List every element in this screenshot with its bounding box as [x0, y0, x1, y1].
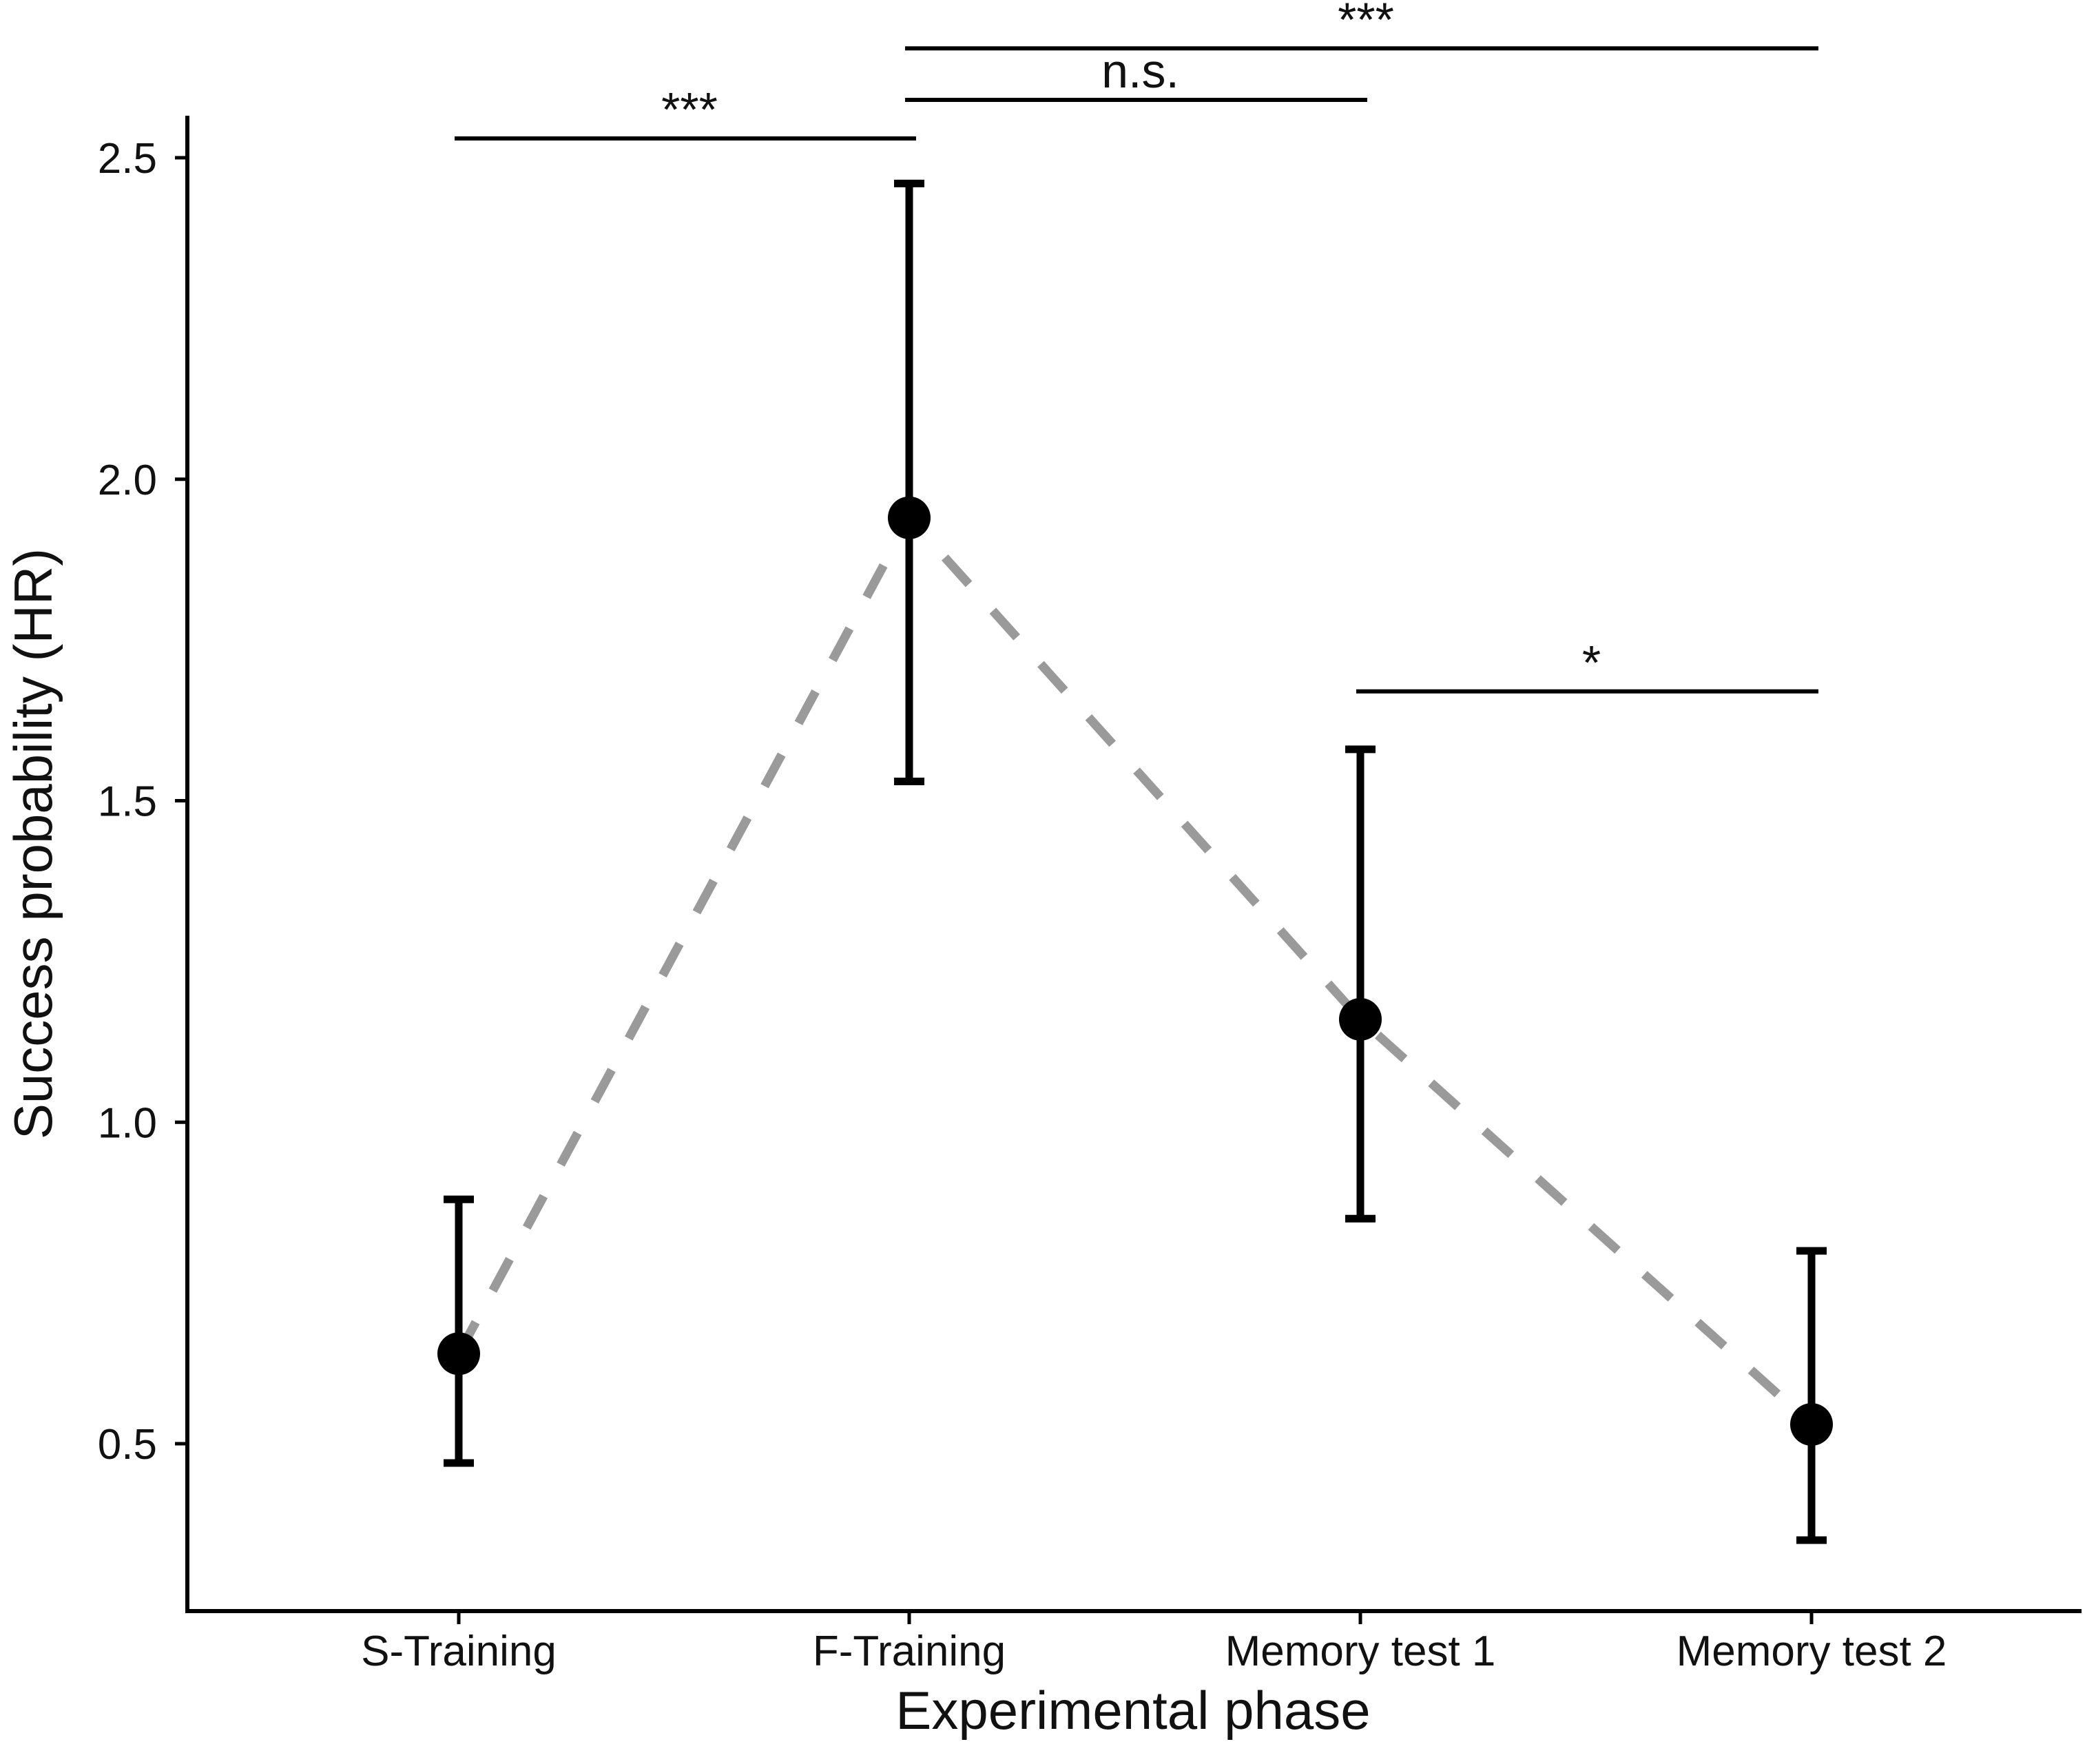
x-ticks: S-Training F-Training Memory test 1 Memory … — [361, 1611, 1947, 1675]
trend-line — [455, 510, 1815, 1428]
y-tick-label: 1.5 — [98, 778, 157, 826]
significance-label: *** — [1338, 0, 1394, 46]
data-point — [1790, 1402, 1833, 1446]
x-tick-label: Memory test 2 — [1677, 1628, 1947, 1675]
x-tick-label: Memory test 1 — [1225, 1628, 1496, 1675]
significance-label: * — [1582, 636, 1601, 689]
significance-brackets: ***n.s.**** — [455, 0, 1818, 694]
y-tick-label: 0.5 — [98, 1421, 157, 1469]
x-tick-label: F-Training — [813, 1628, 1006, 1675]
y-ticks: 0.5 1.0 1.5 2.0 2.5 — [98, 135, 187, 1469]
y-axis-title: Success probability (HR) — [3, 548, 63, 1139]
data-point — [437, 1332, 480, 1376]
significance-label: *** — [661, 83, 718, 136]
data-points — [437, 496, 1833, 1446]
significance-label: n.s. — [1101, 44, 1179, 98]
x-axis-title: Experimental phase — [895, 1680, 1370, 1741]
plot-layers: ***n.s.**** 0.51.01.52.02.5 S-Training F-… — [98, 0, 2082, 1675]
data-point — [888, 496, 931, 539]
y-tick-label: 1.0 — [98, 1099, 157, 1147]
y-tick-label: 2.5 — [98, 135, 157, 183]
y-tick-label: 2.0 — [98, 457, 157, 504]
x-tick-label: S-Training — [361, 1628, 557, 1675]
trend-line-layer — [455, 510, 1815, 1428]
axes — [185, 116, 2082, 1613]
data-point — [1339, 997, 1382, 1041]
error-bars — [444, 179, 1827, 1544]
